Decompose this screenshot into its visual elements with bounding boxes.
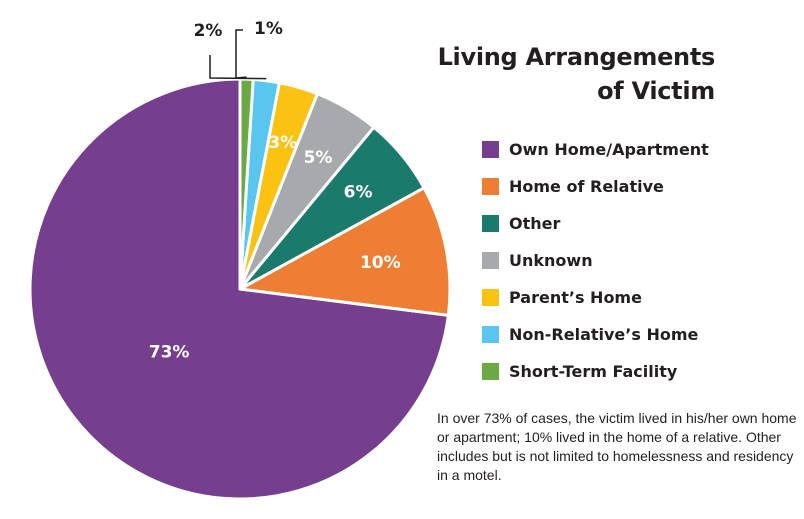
legend-swatch: [482, 363, 499, 380]
legend-item-unknown: Unknown: [482, 242, 709, 279]
slice-label-parent-s-home: 3%: [268, 133, 297, 153]
pie-slice-home-of-relative: [238, 186, 452, 317]
legend-label: Home of Relative: [509, 177, 664, 196]
chart-note: In over 73% of cases, the victim lived i…: [437, 410, 797, 483]
legend-item-home-of-relative: Home of Relative: [482, 168, 709, 205]
legend-swatch: [482, 215, 499, 232]
legend-item-own-home-apartment: Own Home/Apartment: [482, 131, 709, 168]
legend-swatch: [482, 326, 499, 343]
slice-label-unknown: 5%: [304, 148, 333, 168]
legend-item-short-term-facility: Short-Term Facility: [482, 353, 709, 390]
slice-labels: 73% 10% 6% 5% 3% 2% 1%: [149, 19, 401, 363]
slice-label-short-term-facility: 1%: [254, 19, 283, 39]
legend-swatch: [482, 289, 499, 306]
slice-label-home-of-relative: 10%: [360, 253, 401, 273]
slice-label-other: 6%: [344, 182, 373, 202]
slice-label-non-relative-s-home: 2%: [194, 21, 223, 41]
leader-line-non-relative-s-home: [209, 55, 267, 80]
legend-label: Own Home/Apartment: [509, 140, 709, 159]
chart-title-line-2: of Victim: [597, 77, 715, 105]
legend-label: Other: [509, 214, 561, 233]
chart-title: Living Arrangements of Victim: [437, 40, 716, 108]
legend-label: Unknown: [509, 251, 593, 270]
legend-label: Parent’s Home: [509, 288, 642, 307]
legend-label: Non-Relative’s Home: [509, 325, 699, 344]
legend: Own Home/Apartment Home of Relative Other U…: [482, 131, 709, 390]
slice-label-own-home-apartment: 73%: [149, 343, 190, 363]
legend-swatch: [482, 141, 499, 158]
legend-swatch: [482, 252, 499, 269]
leader-line-short-term-facility: [235, 29, 247, 79]
leader-lines: [209, 29, 267, 80]
legend-swatch: [482, 178, 499, 195]
legend-item-parent-s-home: Parent’s Home: [482, 279, 709, 316]
chart-title-line-1: Living Arrangements: [437, 43, 716, 71]
legend-item-non-relative-s-home: Non-Relative’s Home: [482, 316, 709, 353]
pie-slices: [28, 77, 452, 501]
legend-label: Short-Term Facility: [509, 362, 678, 381]
legend-item-other: Other: [482, 205, 709, 242]
